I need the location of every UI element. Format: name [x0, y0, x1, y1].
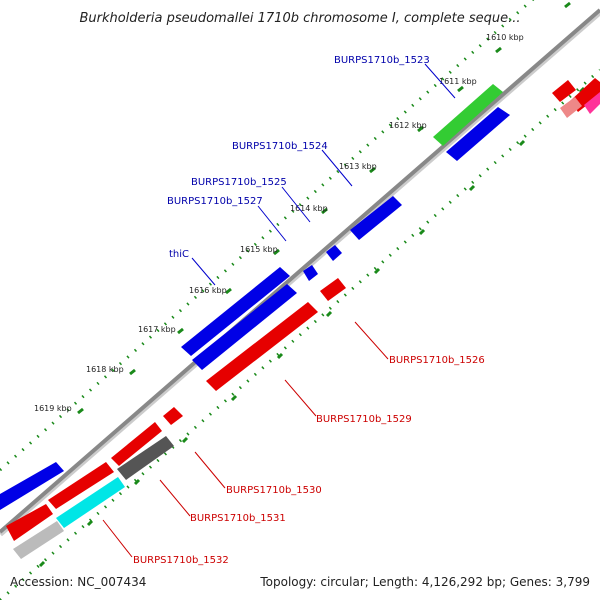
major-ticks: [77, 1, 571, 415]
gene-label-burps1710b-1525[interactable]: BURPS1710b_1525: [191, 177, 287, 188]
tick-label: 1611 kbp: [439, 77, 477, 86]
inner-major-ticks: [38, 86, 586, 568]
gene-burps1710b-1529[interactable]: [206, 302, 318, 391]
gene-burps1710b-1532-gray[interactable]: [13, 521, 64, 559]
gene-burps1710b-1526[interactable]: [320, 278, 346, 301]
gene-label-thic[interactable]: thiC: [169, 249, 189, 260]
gene-right-red[interactable]: [552, 80, 576, 102]
tick-label: 1613 kbp: [339, 162, 377, 171]
tick-label: 1614 kbp: [290, 204, 328, 213]
tick-label: 1616 kbp: [189, 286, 227, 295]
tick-label: 1619 kbp: [34, 404, 72, 413]
gene-label-burps1710b-1530[interactable]: BURPS1710b_1530: [226, 485, 322, 496]
reverse-leaders: [102, 321, 389, 558]
tick-label: 1610 kbp: [486, 33, 524, 42]
gene-label-burps1710b-1531[interactable]: BURPS1710b_1531: [190, 513, 286, 524]
gene-burps1710b-1532-cyan[interactable]: [56, 477, 125, 528]
gene-burps1710b-1523-b[interactable]: [446, 107, 510, 161]
tick-label: 1615 kbp: [240, 245, 278, 254]
accession-text: Accession: NC_007434: [10, 575, 146, 589]
inner-tick-ring: [0, 68, 600, 600]
gene-label-burps1710b-1532[interactable]: BURPS1710b_1532: [133, 555, 229, 566]
gene-burps1710b-1523[interactable]: [433, 84, 503, 146]
gene-burps1710b-1530[interactable]: [163, 407, 183, 425]
backbone: [0, 8, 600, 534]
gene-right-magenta[interactable]: [584, 92, 600, 114]
map-title: Burkholderia pseudomallei 1710b chromoso…: [79, 11, 520, 26]
gene-label-burps1710b-1527[interactable]: BURPS1710b_1527: [167, 196, 263, 207]
gene-burps1710b-1531-b[interactable]: [48, 462, 114, 509]
gene-label-burps1710b-1524[interactable]: BURPS1710b_1524: [232, 141, 328, 152]
gene-thic-b[interactable]: [192, 284, 297, 370]
gene-burps1710b-1530-b[interactable]: [111, 422, 162, 466]
gene-burps1710b-1527[interactable]: [303, 265, 318, 281]
gene-burps1710b-1525[interactable]: [326, 245, 342, 261]
topology-summary: Topology: circular; Length: 4,126,292 bp…: [259, 575, 590, 589]
gene-burps1710b-1531[interactable]: [117, 436, 174, 480]
gene-thic[interactable]: [181, 267, 290, 356]
reverse-features: [6, 78, 600, 559]
tick-label: 1612 kbp: [389, 121, 427, 130]
gene-burps1710b-1524[interactable]: [350, 196, 402, 240]
forward-features: [0, 84, 510, 510]
gene-label-burps1710b-1523[interactable]: BURPS1710b_1523: [334, 55, 430, 66]
gene-right-pink[interactable]: [560, 97, 582, 118]
forward-leaders: [191, 63, 456, 286]
outer-tick-ring: [0, 0, 535, 472]
gene-burps1710b-1532[interactable]: [6, 504, 53, 541]
tick-label: 1618 kbp: [86, 365, 124, 374]
gene-label-burps1710b-1529[interactable]: BURPS1710b_1529: [316, 414, 412, 425]
gene-label-burps1710b-1526[interactable]: BURPS1710b_1526: [389, 355, 485, 366]
tick-label: 1617 kbp: [138, 325, 176, 334]
gene-forward-left[interactable]: [0, 462, 64, 510]
